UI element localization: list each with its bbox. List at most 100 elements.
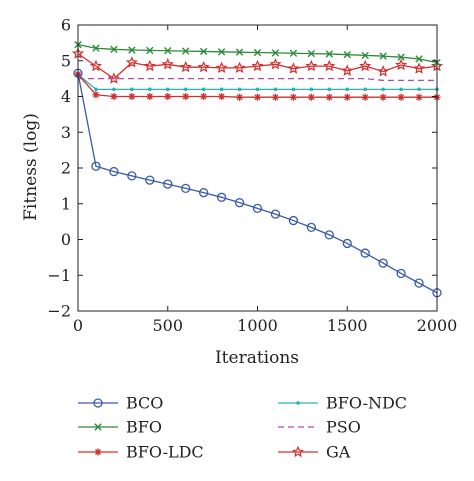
- data-point-ga: [143, 59, 156, 72]
- data-point-ga: [197, 60, 210, 73]
- y-tick-label: 4: [61, 87, 71, 106]
- data-point-bfo-ndc: [291, 87, 296, 92]
- data-point-bfo-ndc: [417, 87, 421, 92]
- data-point-bco: [252, 203, 263, 214]
- data-point-bfo-ldc: [361, 93, 369, 101]
- data-point-bco: [396, 268, 406, 279]
- y-tick-label: −2: [47, 302, 71, 321]
- data-point-bfo: [289, 49, 298, 57]
- legend-item-bfo-ndc: BFO-NDC: [278, 394, 407, 413]
- data-point-bfo-ldc: [146, 92, 154, 101]
- data-point-bfo-ldc: [218, 92, 226, 101]
- data-point-bfo: [397, 53, 405, 61]
- data-point-bfo-ndc: [112, 87, 116, 92]
- data-point-bfo: [325, 50, 333, 58]
- legend-item-bfo: BFO: [78, 418, 162, 437]
- data-point-bco: [216, 192, 227, 202]
- data-point-ga: [107, 72, 120, 84]
- data-point-bfo-ldc: [379, 93, 387, 101]
- data-point-ga: [179, 60, 192, 73]
- data-point-bfo-ldc: [128, 92, 136, 101]
- x-tick-label: 0: [73, 316, 83, 335]
- data-point-bco: [163, 179, 173, 189]
- data-point-bfo: [164, 47, 172, 55]
- data-point-ga: [377, 65, 390, 77]
- x-tick-label: 1500: [327, 316, 368, 335]
- data-point-bco: [145, 175, 155, 185]
- data-point-bfo-ndc: [183, 87, 188, 92]
- series-ga: [71, 47, 444, 84]
- series-line-ga: [77, 53, 438, 80]
- data-point-ga: [215, 61, 228, 74]
- plot-area: [71, 40, 444, 298]
- data-point-bfo-ndc: [363, 87, 368, 92]
- data-point-bco: [378, 258, 388, 268]
- legend-marker-bfo: [94, 423, 102, 431]
- legend-marker-bfo-ndc: [296, 401, 300, 405]
- y-axis-label: Fitness (log): [21, 113, 41, 221]
- data-point-ga: [359, 59, 372, 72]
- legend-item-pso: PSO: [278, 418, 361, 437]
- legend-marker-bfo-ldc: [94, 448, 102, 456]
- data-point-ga: [269, 57, 282, 70]
- data-point-bfo: [235, 48, 244, 56]
- x-tick-label: 1000: [237, 316, 278, 335]
- data-point-bfo-ldc: [289, 93, 297, 101]
- data-point-bfo-ndc: [201, 87, 206, 92]
- series-bfo-ldc: [74, 70, 441, 101]
- y-tick-label: 0: [61, 230, 71, 249]
- legend-item-bfo-ldc: BFO-LDC: [78, 443, 204, 462]
- legend-label-bco: BCO: [126, 394, 163, 413]
- data-point-ga: [395, 58, 408, 71]
- y-tick-label: −1: [47, 266, 71, 285]
- legend-marker-ga: [291, 445, 305, 458]
- legend-item-bco: BCO: [78, 394, 163, 413]
- data-point-bfo-ldc: [164, 92, 172, 101]
- data-point-ga: [251, 59, 264, 72]
- data-point-bfo-ndc: [165, 87, 170, 92]
- series-bco: [73, 68, 442, 298]
- x-tick-label: 500: [152, 316, 183, 335]
- data-point-bco: [342, 238, 352, 249]
- data-point-bfo: [253, 48, 262, 57]
- data-point-bfo-ndc: [309, 87, 314, 92]
- data-point-bfo: [307, 49, 316, 58]
- y-tick-label: 2: [61, 159, 71, 178]
- data-point-bfo-ndc: [345, 87, 350, 92]
- data-point-bfo-ldc: [343, 93, 351, 101]
- data-point-bfo-ndc: [381, 87, 385, 92]
- data-point-bfo-ldc: [182, 92, 190, 101]
- data-point-bfo: [92, 44, 100, 52]
- legend-label-bfo-ldc: BFO-LDC: [126, 443, 204, 462]
- data-point-ga: [323, 59, 336, 72]
- data-point-bfo: [182, 47, 190, 55]
- series-bfo-ndc: [76, 72, 439, 92]
- data-point-ga: [161, 57, 174, 70]
- data-point-bco: [324, 230, 334, 240]
- data-point-bfo-ldc: [253, 93, 262, 101]
- data-point-bco: [234, 198, 245, 208]
- data-point-bfo-ndc: [94, 87, 98, 92]
- data-point-bfo-ndc: [130, 87, 134, 92]
- data-point-bco: [288, 215, 299, 226]
- data-point-ga: [89, 59, 102, 72]
- data-point-bfo: [217, 48, 226, 56]
- y-tick-label: 1: [61, 194, 71, 213]
- data-point-ga: [287, 62, 300, 74]
- legend: BCO BFO BFO-LDC BFO-NDC PSO GA: [78, 394, 407, 462]
- data-point-bfo: [199, 47, 208, 56]
- data-point-bco: [306, 222, 317, 232]
- series-line-bfo-ndc: [77, 73, 437, 90]
- y-tick-label: 5: [61, 51, 71, 70]
- series-line-bco: [77, 73, 438, 294]
- legend-label-ga: GA: [326, 443, 351, 462]
- data-point-bfo-ldc: [415, 93, 423, 101]
- data-point-bfo: [128, 46, 136, 54]
- data-point-bfo-ldc: [92, 91, 100, 99]
- data-point-ga: [305, 59, 318, 72]
- data-point-bfo-ndc: [399, 87, 403, 92]
- data-point-ga: [413, 62, 426, 74]
- data-point-bfo: [146, 46, 154, 55]
- data-point-bfo-ndc: [273, 87, 278, 92]
- data-point-bco: [270, 209, 281, 219]
